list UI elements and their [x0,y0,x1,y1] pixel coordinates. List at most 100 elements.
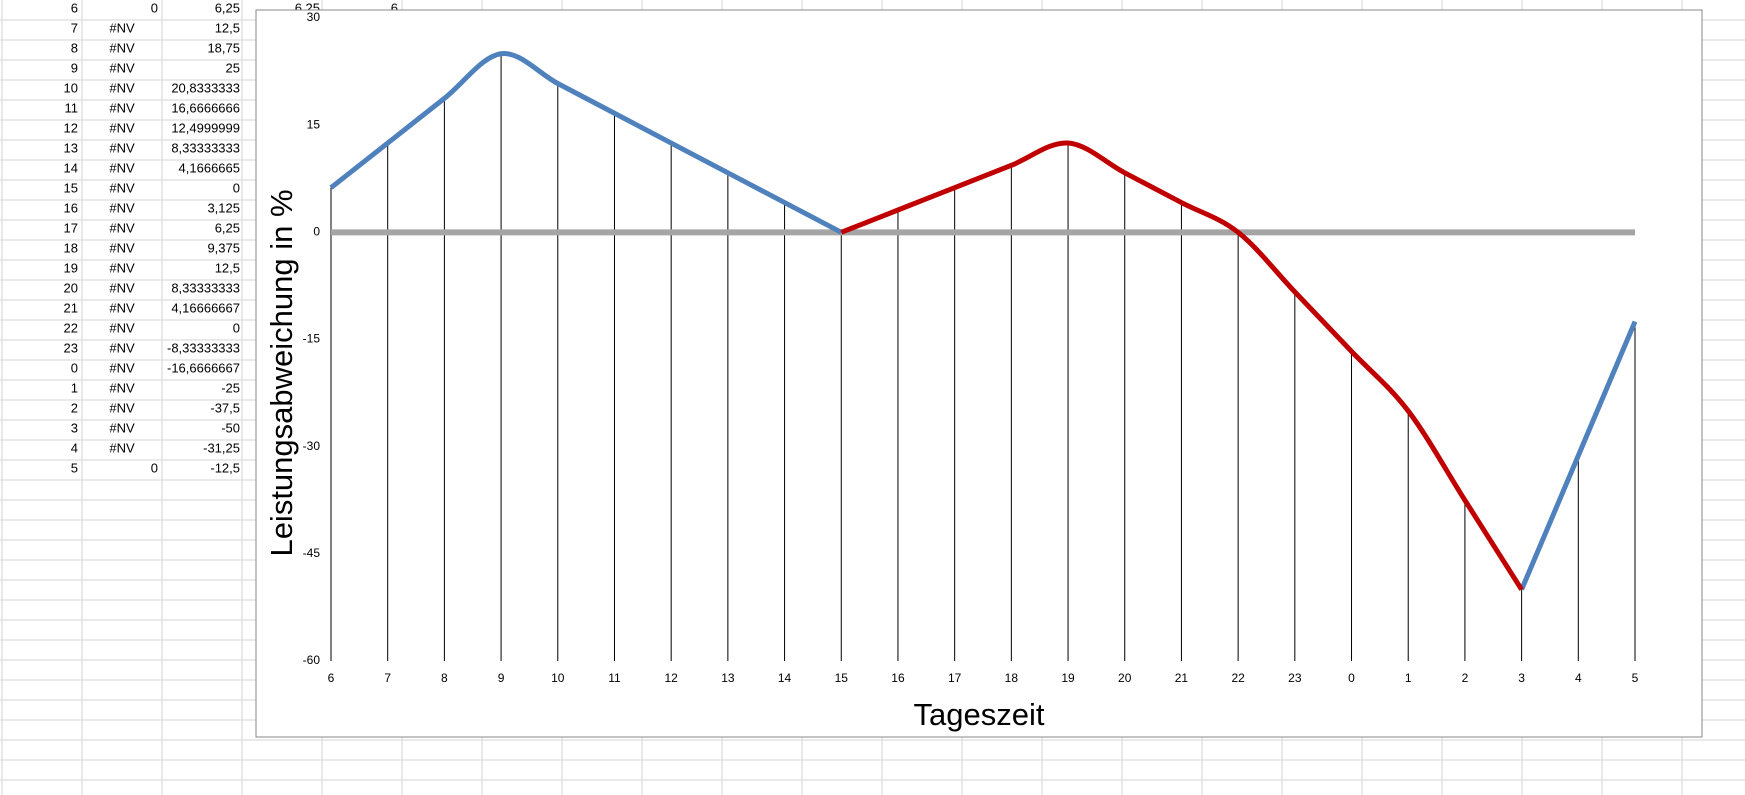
cell-text[interactable]: 21 [64,300,78,315]
x-tick-label: 21 [1175,671,1189,685]
cell-text[interactable]: -50 [221,420,240,435]
y-tick-label: -30 [303,439,321,453]
cell-text[interactable]: 9,375 [207,240,240,255]
cell-text[interactable]: 6 [71,0,78,15]
x-tick-label: 6 [328,671,335,685]
cell-text[interactable]: 4,1666665 [179,160,240,175]
cell-text[interactable]: 12,4999999 [171,120,240,135]
cell-text[interactable]: 3 [71,420,78,435]
cell-text[interactable]: #NV [109,60,135,75]
y-tick-label: 0 [313,225,320,239]
cell-text[interactable]: 5 [71,460,78,475]
cell-text[interactable]: #NV [109,440,135,455]
cell-text[interactable]: 7 [71,20,78,35]
cell-text[interactable]: #NV [109,300,135,315]
x-tick-label: 15 [835,671,849,685]
cell-text[interactable]: #NV [109,340,135,355]
cell-text[interactable]: 6 [391,0,398,15]
cell-text[interactable]: 0 [233,320,240,335]
cell-text[interactable]: #NV [109,80,135,95]
cell-text[interactable]: #NV [109,20,135,35]
cell-text[interactable]: #NV [109,160,135,175]
y-tick-label: -60 [303,653,321,667]
x-axis-title: Tageszeit [914,697,1045,732]
cell-text[interactable]: 1 [71,380,78,395]
y-tick-label: -45 [303,546,321,560]
cell-text[interactable]: #NV [109,180,135,195]
cell-text[interactable]: #NV [109,220,135,235]
cell-text[interactable]: #NV [109,380,135,395]
cell-text[interactable]: 22 [64,320,78,335]
y-tick-label: -15 [303,332,321,346]
series-line [1519,320,1638,591]
cell-text[interactable]: 19 [64,260,78,275]
cell-text[interactable]: 8,33333333 [171,280,240,295]
y-axis-title: Leistungsabweichung in % [264,189,299,556]
cell-text[interactable]: 8 [71,40,78,55]
cell-text[interactable]: #NV [109,120,135,135]
cell-text[interactable]: -31,25 [203,440,240,455]
x-tick-label: 12 [664,671,678,685]
cell-text[interactable]: 18 [64,240,78,255]
cell-text[interactable]: 16 [64,200,78,215]
cell-text[interactable]: 0 [151,460,158,475]
cell-text[interactable]: -16,6666667 [167,360,240,375]
cell-text[interactable]: 16,6666666 [171,100,240,115]
cell-text[interactable]: 9 [71,60,78,75]
cell-text[interactable]: 20 [64,280,78,295]
cell-text[interactable]: #NV [109,400,135,415]
cell-text[interactable]: 17 [64,220,78,235]
cell-text[interactable]: 12 [64,120,78,135]
cell-text[interactable]: 4 [71,440,78,455]
cell-text[interactable]: #NV [109,360,135,375]
cell-text[interactable]: #NV [109,40,135,55]
x-tick-label: 10 [551,671,565,685]
cell-text[interactable]: -12,5 [210,460,240,475]
x-tick-label: 11 [608,671,621,685]
cell-text[interactable]: -8,33333333 [167,340,240,355]
x-tick-label: 7 [384,671,391,685]
cell-text[interactable]: #NV [109,100,135,115]
x-tick-label: 9 [498,671,505,685]
cell-text[interactable]: #NV [109,280,135,295]
cell-text[interactable]: #NV [109,240,135,255]
cell-text[interactable]: #NV [109,260,135,275]
x-tick-label: 22 [1231,671,1245,685]
cell-text[interactable]: 15 [64,180,78,195]
cell-text[interactable]: -25 [221,380,240,395]
cell-text[interactable]: 25 [226,60,240,75]
cell-text[interactable]: 2 [71,400,78,415]
cell-text[interactable]: 23 [64,340,78,355]
cell-text[interactable]: 11 [65,100,79,115]
cell-text[interactable]: 6,25 [215,220,240,235]
x-tick-label: 16 [891,671,905,685]
cell-text[interactable]: 0 [71,360,78,375]
cell-text[interactable]: -37,5 [210,400,240,415]
cell-text[interactable]: 10 [64,80,78,95]
cell-text[interactable]: #NV [109,200,135,215]
cell-text[interactable]: 3,125 [207,200,240,215]
cell-text[interactable]: 4,16666667 [171,300,240,315]
x-tick-label: 18 [1005,671,1019,685]
cell-text[interactable]: 12,5 [215,20,240,35]
cell-text[interactable]: 18,75 [207,40,240,55]
x-tick-label: 14 [778,671,792,685]
cell-text[interactable]: 8,33333333 [171,140,240,155]
cell-text[interactable]: 0 [151,0,158,15]
cell-text[interactable]: 13 [64,140,78,155]
x-tick-label: 1 [1405,671,1412,685]
cell-text[interactable]: #NV [109,320,135,335]
x-tick-label: 8 [441,671,448,685]
cell-text[interactable]: 0 [233,180,240,195]
x-tick-label: 5 [1632,671,1639,685]
series-line [329,51,843,235]
cell-text[interactable]: 14 [64,160,78,175]
x-tick-label: 2 [1462,671,1469,685]
cell-text[interactable]: 20,8333333 [171,80,240,95]
cell-text[interactable]: 6,25 [215,0,240,15]
x-tick-label: 13 [721,671,735,685]
cell-text[interactable]: #NV [109,140,135,155]
cell-text[interactable]: 12,5 [215,260,240,275]
cell-text[interactable]: #NV [109,420,135,435]
